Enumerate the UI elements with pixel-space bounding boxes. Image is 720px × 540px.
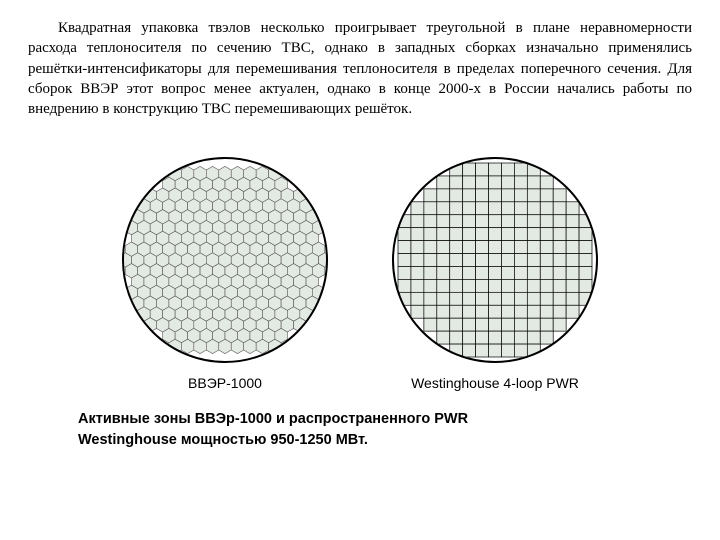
figure-caption: Активные зоны ВВЭр-1000 и распространенн… — [78, 409, 692, 450]
figure-row: ВВЭР-1000 Westinghouse 4-loop PWR — [28, 155, 692, 391]
hex-core-diagram — [120, 155, 330, 365]
figure-left: ВВЭР-1000 — [120, 155, 330, 391]
figure-left-label: ВВЭР-1000 — [188, 375, 262, 391]
figure-right: Westinghouse 4-loop PWR — [390, 155, 600, 391]
caption-line-2: Westinghouse мощностью 950-1250 МВт. — [78, 432, 368, 448]
caption-line-1: Активные зоны ВВЭр-1000 и распространенн… — [78, 411, 468, 427]
figure-right-label: Westinghouse 4-loop PWR — [411, 375, 579, 391]
square-core-diagram — [390, 155, 600, 365]
body-paragraph: Квадратная упаковка твэлов несколько про… — [28, 18, 692, 119]
